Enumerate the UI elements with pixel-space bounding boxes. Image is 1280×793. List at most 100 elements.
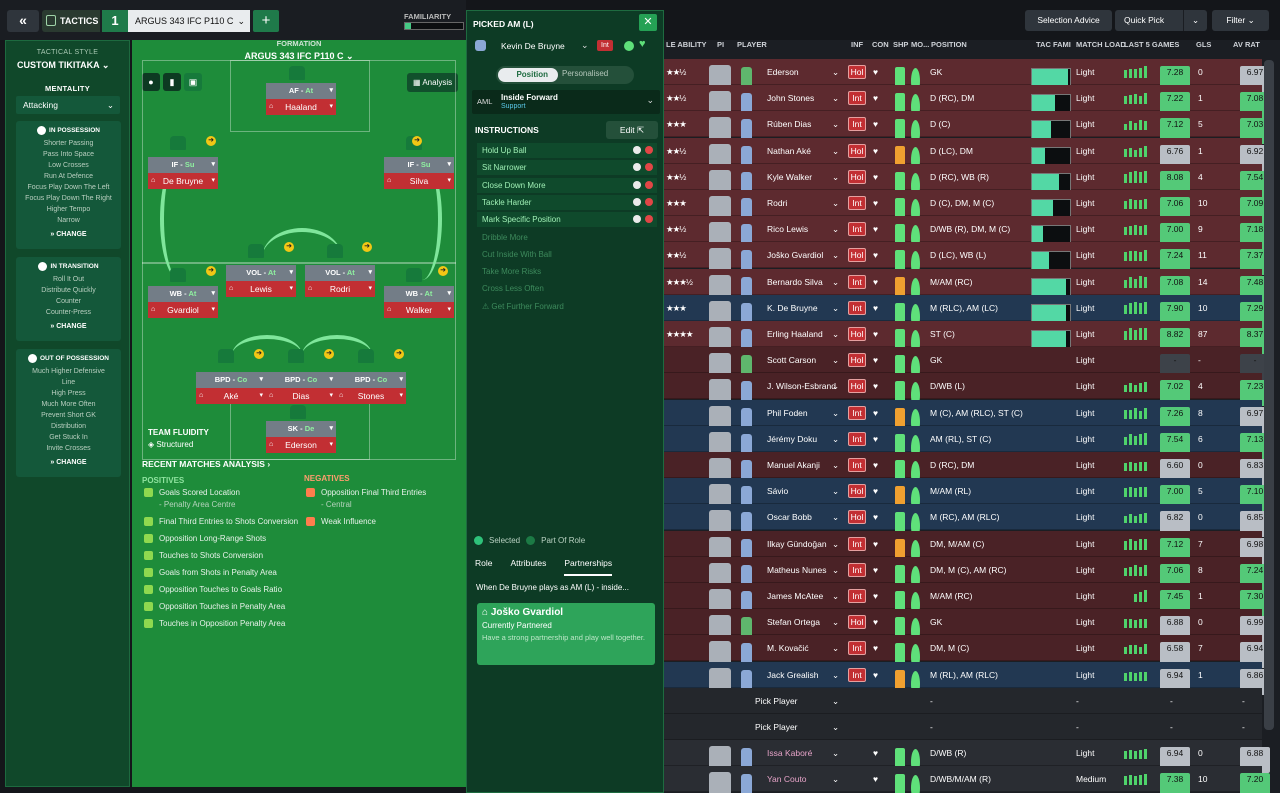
player-name[interactable]: Ederson	[767, 67, 799, 77]
player-instructions-icon[interactable]	[709, 117, 731, 144]
squad-row[interactable]: Issa Kaboré ⌄ ♥ D/WB (R) Light 6.94 0 6.88	[664, 740, 1270, 776]
player-card-walker[interactable]: WB - At ▾ ⌂ Walker ▾	[384, 286, 454, 320]
chevron-down-icon[interactable]: ▾	[447, 161, 451, 168]
chevron-down-icon[interactable]: ⌄	[832, 538, 840, 549]
squad-row[interactable]: ★★½ Joško Gvardiol ⌄ Hol ♥ D (LC), WB (L) Ligh…	[664, 242, 1270, 278]
player-name[interactable]: Nathan Aké	[767, 145, 811, 156]
quick-pick-button[interactable]: Quick Pick ⌄	[1115, 10, 1207, 31]
player-name[interactable]: Rodri	[767, 198, 788, 208]
chevron-down-icon[interactable]: ⌄	[832, 171, 840, 182]
chevron-down-icon[interactable]: ▾	[399, 392, 403, 399]
player-name[interactable]: M. Kovačić	[767, 643, 809, 654]
player-instructions-icon[interactable]	[709, 562, 731, 589]
instruction-row[interactable]: Cross Less Often	[477, 281, 657, 296]
squad-row[interactable]: Ilkay Gündoğan ⌄ Int ♥ DM, M/AM (C) Light 7.12…	[664, 530, 1270, 566]
chevron-down-icon[interactable]: ⌄	[832, 748, 840, 759]
instruction-row[interactable]: Hold Up Ball	[477, 143, 657, 158]
player-instructions-icon[interactable]	[709, 353, 731, 380]
back-button[interactable]: «	[7, 10, 39, 32]
squad-row[interactable]: Jack Grealish ⌄ Int ♥ M (RL), AM (RLC) Light 6…	[664, 661, 1270, 697]
recent-matches-link[interactable]: RECENT MATCHES ANALYSIS ›	[142, 459, 271, 469]
chevron-down-icon[interactable]: ⌄	[832, 460, 840, 470]
remove-icon[interactable]	[645, 197, 653, 206]
gear-icon[interactable]	[633, 163, 641, 172]
player-instructions-icon[interactable]	[709, 667, 731, 694]
player-instructions-icon[interactable]	[709, 536, 731, 563]
column-header[interactable]: INF	[851, 40, 864, 49]
instruction-row[interactable]: Sit Narrower	[477, 160, 657, 176]
tactical-style-select[interactable]: CUSTOM TIKITAKA ⌄	[17, 60, 129, 71]
player-name[interactable]: Jack Grealish	[767, 669, 819, 680]
chevron-down-icon[interactable]: ⌄	[832, 276, 840, 287]
player-name[interactable]: Bernardo Silva	[767, 276, 823, 287]
squad-row[interactable]: Pick Player ⌄ - - - -	[664, 714, 1262, 740]
player-name[interactable]: Manuel Akanji	[767, 460, 820, 470]
player-name[interactable]: Yan Couto	[767, 774, 807, 785]
tactics-tab[interactable]: TACTICS	[42, 10, 100, 32]
player-instructions-icon[interactable]	[709, 746, 731, 773]
chevron-down-icon[interactable]: ⌄	[832, 722, 840, 732]
gear-icon[interactable]	[633, 180, 641, 189]
chevron-down-icon[interactable]: ▾	[329, 376, 333, 383]
squad-row[interactable]: ★★½ Rico Lewis ⌄ Int ♥ D/WB (R), DM, M (C) Lig…	[664, 216, 1270, 252]
column-header[interactable]: PI	[717, 40, 725, 49]
chevron-down-icon[interactable]: ⌄	[832, 355, 840, 366]
player-card-stones[interactable]: BPD - Co ▾ ⌂ Stones ▾	[336, 372, 406, 406]
player-card-ederson[interactable]: SK - De ▾ ⌂ Ederson ▾	[266, 421, 336, 455]
player-name[interactable]: Sávio	[767, 486, 789, 497]
player-instructions-icon[interactable]	[709, 327, 731, 353]
tactic-select[interactable]: ARGUS 343 IFC P110 C ⌄	[128, 10, 250, 32]
player-name[interactable]: Rico Lewis	[767, 224, 809, 235]
chevron-down-icon[interactable]: ▾	[447, 290, 451, 297]
player-instructions-icon[interactable]	[709, 510, 731, 537]
player-instructions-icon[interactable]	[709, 589, 731, 615]
gear-icon[interactable]	[633, 215, 641, 224]
player-name[interactable]: John Stones	[767, 93, 815, 104]
formation-select[interactable]: ARGUS 343 IFC P110 C ⌄	[244, 51, 354, 61]
edit-instructions-button[interactable]: Edit ⇱	[606, 121, 658, 139]
chevron-down-icon[interactable]: ▾	[211, 177, 215, 184]
chevron-down-icon[interactable]: ⌄	[1183, 10, 1207, 31]
player-instructions-icon[interactable]	[709, 143, 731, 170]
person-view-icon[interactable]: ●	[142, 73, 160, 91]
chevron-down-icon[interactable]: ⌄	[832, 145, 840, 156]
squad-row[interactable]: Manuel Akanji ⌄ Int ♥ D (RC), DM Light 6.60 0 6.…	[664, 452, 1270, 487]
analysis-button[interactable]: ▦ Analysis	[407, 73, 459, 92]
remove-icon[interactable]	[645, 163, 653, 172]
player-card-rodri[interactable]: VOL - At ▾ ⌂ Rodri ▾	[305, 265, 375, 299]
role-select[interactable]: AML Inside Forward Support ⌄	[472, 90, 660, 114]
player-name[interactable]: J. Wilson-Esbrand	[767, 381, 836, 392]
squad-row[interactable]: ★★★ Rúben Dias ⌄ Int ♥ D (C) Light 7.12 5 7.03	[664, 111, 1270, 147]
gear-icon[interactable]	[633, 197, 641, 206]
mentality-select[interactable]: Attacking ⌄	[16, 96, 120, 114]
squad-row[interactable]: Yan Couto ⌄ ♥ D/WB/M/AM (R) Medium 7.38 10 7.20	[664, 766, 1270, 793]
player-instructions-icon[interactable]	[709, 274, 731, 301]
squad-row[interactable]: J. Wilson-Esbrand ⌄ Hol ♥ D/WB (L) Light 7.02 4…	[664, 373, 1270, 409]
chevron-down-icon[interactable]: ▾	[211, 306, 215, 313]
column-header[interactable]: MO...	[911, 40, 930, 49]
chevron-down-icon[interactable]: ▾	[329, 441, 333, 448]
squad-row[interactable]: Jérémy Doku ⌄ Int ♥ AM (RL), ST (C) Light 7.54…	[664, 425, 1270, 461]
player-name[interactable]: Scott Carson	[767, 355, 817, 366]
player-instructions-icon[interactable]	[709, 379, 731, 406]
player-instructions-icon[interactable]	[709, 458, 731, 484]
player-select-row[interactable]: Kevin De Bruyne ⌄ Int ♥	[473, 38, 659, 56]
instruction-row[interactable]: Close Down More	[477, 177, 657, 193]
squad-row[interactable]: Phil Foden ⌄ Int ♥ M (C), AM (RLC), ST (C) Li…	[664, 399, 1270, 435]
pick-player-select[interactable]: Pick Player	[755, 722, 798, 732]
chevron-down-icon[interactable]: ▾	[259, 376, 263, 383]
pick-player-select[interactable]: Pick Player	[755, 695, 798, 706]
instruction-row[interactable]: Cut Inside With Ball	[477, 247, 657, 262]
change-out-of-possession-button[interactable]: » CHANGE	[50, 459, 87, 466]
chevron-down-icon[interactable]: ⌄	[832, 774, 840, 785]
position-option[interactable]: Position	[498, 68, 558, 82]
player-instructions-icon[interactable]	[709, 248, 731, 275]
squad-row[interactable]: M. Kovačić ⌄ Int ♥ DM, M (C) Light 6.58 7 6.94	[664, 635, 1270, 671]
column-header[interactable]: LE ABILITY	[666, 40, 707, 49]
player-instructions-icon[interactable]	[709, 65, 731, 91]
personalised-option[interactable]: Personalised	[562, 69, 609, 78]
chevron-down-icon[interactable]: ⌄	[832, 93, 840, 104]
chevron-down-icon[interactable]: ▾	[259, 392, 263, 399]
player-instructions-icon[interactable]	[709, 641, 731, 668]
chevron-down-icon[interactable]: ⌄	[832, 250, 840, 261]
